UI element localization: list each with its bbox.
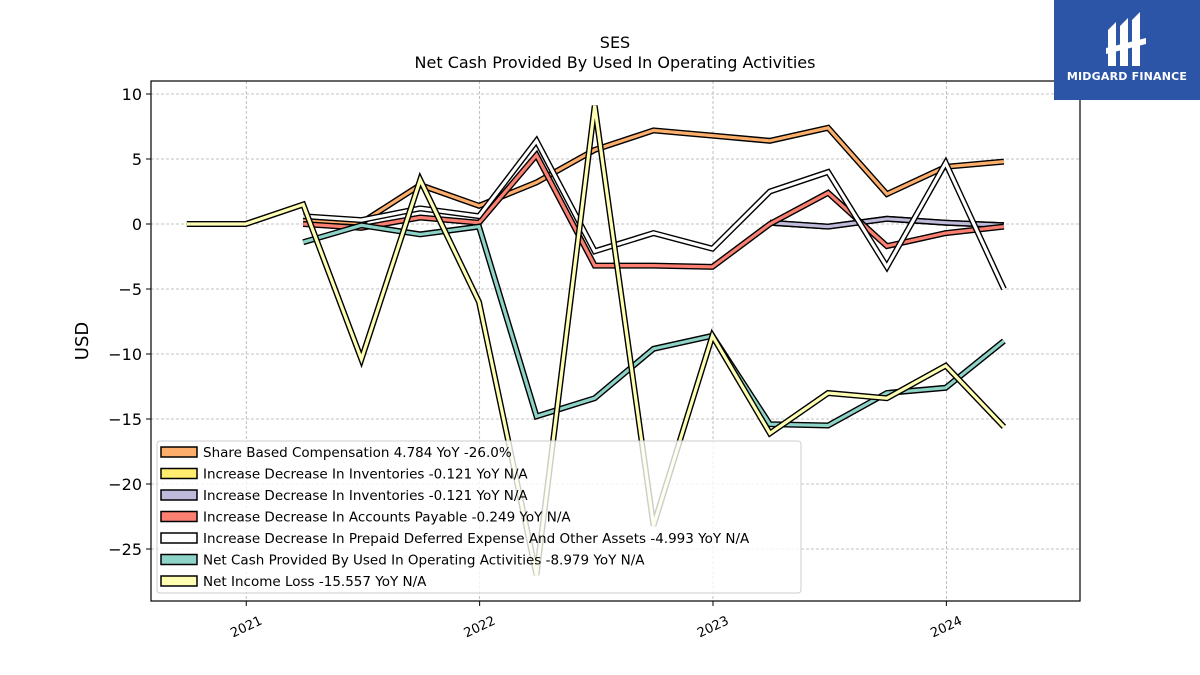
y-tick-label: 10	[122, 85, 142, 104]
x-tick-label: 2022	[462, 614, 498, 642]
series-line-stroke	[302, 223, 1005, 428]
series-line	[302, 149, 1005, 270]
chart-subtitle: Net Cash Provided By Used In Operating A…	[415, 53, 816, 72]
series-line	[302, 135, 1007, 291]
y-tick-label: −10	[108, 345, 142, 364]
plot-area-frame	[150, 80, 1081, 602]
legend-swatch	[160, 575, 198, 587]
legend-swatch	[160, 467, 198, 480]
y-axis: 10 5 0 −5 −10 −15 −20 −25	[108, 85, 151, 559]
brand-logo: MIDGARD FINANCE	[1054, 0, 1200, 100]
legend-item: Net Income Loss -15.557 YoY N/A	[160, 574, 427, 590]
legend-item: Increase Decrease In Prepaid Deferred Ex…	[160, 531, 750, 547]
y-tick-label: 0	[132, 215, 142, 234]
legend-label: Increase Decrease In Inventories -0.121 …	[203, 467, 528, 483]
y-tick-label: −5	[118, 280, 142, 299]
legend-swatch	[160, 532, 198, 544]
series-line	[769, 215, 1005, 230]
legend-label: Net Income Loss -15.557 YoY N/A	[203, 574, 427, 590]
series-line-stroke	[769, 217, 1004, 229]
series-line-outline	[302, 222, 1006, 429]
series-layer	[186, 105, 1007, 576]
x-tick-label: 2023	[695, 614, 731, 642]
series-line-stroke	[303, 152, 1005, 269]
y-tick-label: 5	[132, 150, 142, 169]
brand-name: MIDGARD FINANCE	[1066, 70, 1188, 83]
legend-label: Increase Decrease In Accounts Payable -0…	[203, 510, 571, 526]
legend-swatch	[160, 510, 198, 523]
y-tick-label: −20	[108, 475, 142, 494]
chart-title: SES	[600, 33, 630, 52]
legend-item: Share Based Compensation 4.784 YoY -26.0…	[160, 445, 512, 461]
x-tick-label: 2024	[928, 614, 964, 642]
y-tick-label: −15	[108, 410, 142, 429]
y-axis-label: USD	[72, 322, 93, 360]
legend-item: Increase Decrease In Accounts Payable -0…	[160, 510, 571, 526]
series-line	[302, 222, 1006, 429]
legend-item: Increase Decrease In Inventories -0.121 …	[160, 467, 528, 483]
legend-label: Net Cash Provided By Used In Operating A…	[203, 553, 645, 569]
legend-label: Increase Decrease In Inventories -0.121 …	[203, 488, 528, 504]
series-line-stroke	[186, 105, 1006, 576]
legend-item: Increase Decrease In Inventories -0.121 …	[160, 488, 528, 504]
legend-item: Net Cash Provided By Used In Operating A…	[160, 553, 645, 569]
legend: Share Based Compensation 4.784 YoY -26.0…	[156, 440, 802, 594]
series-line-stroke	[303, 137, 1006, 290]
x-axis: 2021 2022 2023 2024	[228, 601, 965, 642]
series-line	[186, 105, 1007, 576]
legend-frame	[156, 440, 802, 594]
y-tick-label: −25	[108, 540, 142, 559]
legend-swatch	[160, 446, 198, 458]
legend-label: Share Based Compensation 4.784 YoY -26.0…	[203, 445, 512, 461]
x-tick-label: 2021	[228, 614, 264, 642]
midgard-logo-icon	[1106, 12, 1146, 66]
legend-swatch	[160, 489, 198, 501]
legend-swatch	[160, 553, 198, 566]
legend-label: Increase Decrease In Prepaid Deferred Ex…	[203, 531, 750, 547]
